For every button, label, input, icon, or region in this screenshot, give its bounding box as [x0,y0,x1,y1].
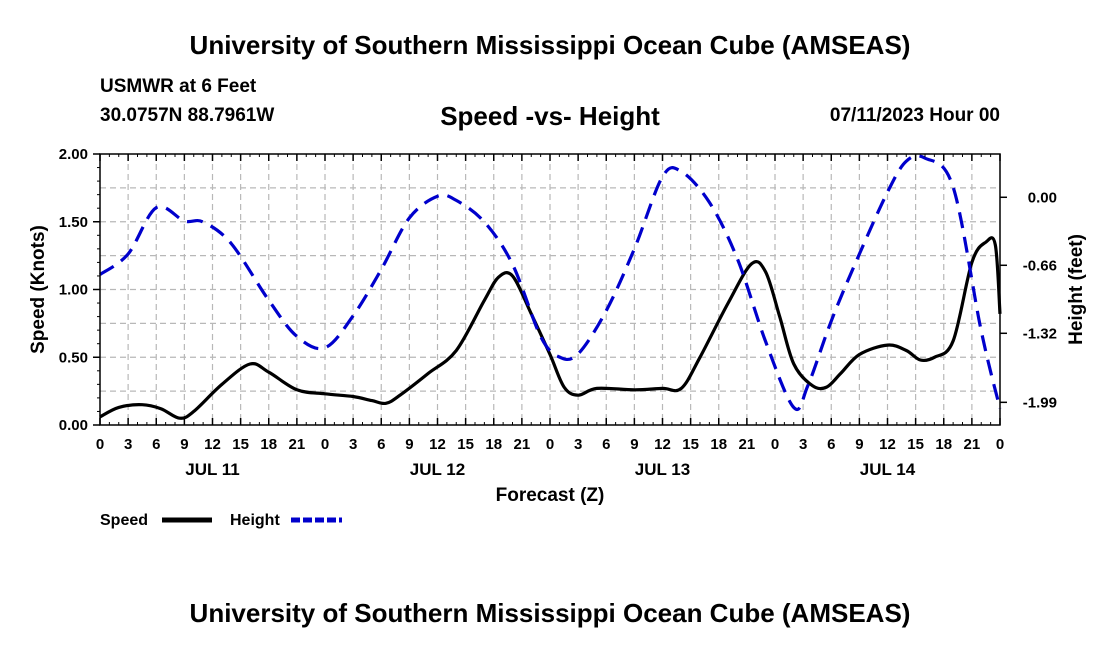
station-label: USMWR at 6 Feet [100,76,257,97]
y2-tick-label: -1.32 [1023,325,1057,342]
y2-tick-label: -0.66 [1023,257,1057,274]
x-tick-label: 21 [289,436,306,453]
speed-series-line [99,236,1002,420]
x-tick-label: 0 [321,436,329,453]
y-tick-label: 2.00 [59,146,88,163]
series-layer [99,154,1002,420]
axis-ticks [93,153,1007,426]
x-tick-label: 15 [682,436,699,453]
legend-height-label: Height [230,512,280,529]
x-tick-label: 9 [855,436,863,453]
y2-axis-title: Height (feet) [1066,234,1087,345]
y-tick-label: 0.50 [59,349,88,366]
x-tick-label: 9 [180,436,188,453]
x-tick-label: 3 [799,436,807,453]
x-tick-label: 6 [602,436,610,453]
x-tick-label: 9 [405,436,413,453]
station-coordinates: 30.0757N 88.7961W [100,105,275,126]
x-tick-label: 6 [152,436,160,453]
x-tick-label: 12 [654,436,671,453]
x-tick-label: 21 [514,436,531,453]
x-tick-label: 6 [827,436,835,453]
x-tick-label: 12 [879,436,896,453]
x-tick-label: 15 [457,436,474,453]
x-tick-label: 15 [232,436,249,453]
x-tick-label: 3 [574,436,582,453]
day-label: JUL 14 [860,460,916,479]
day-label: JUL 11 [185,460,240,479]
y-tick-label: 1.50 [59,214,88,231]
x-axis-title: Forecast (Z) [496,485,605,506]
x-tick-label: 3 [349,436,357,453]
x-tick-label: 6 [377,436,385,453]
legend: Speed Height [100,512,342,529]
x-tick-label: 18 [710,436,727,453]
x-tick-label: 21 [739,436,756,453]
x-tick-label: 0 [546,436,554,453]
y2-tick-label: 0.00 [1028,189,1057,206]
x-tick-label: 21 [964,436,981,453]
forecast-datetime: 07/11/2023 Hour 00 [829,105,1000,126]
x-tick-label: 18 [260,436,277,453]
y-tick-label: 1.00 [59,282,88,299]
x-tick-label: 0 [996,436,1004,453]
x-tick-label: 12 [204,436,221,453]
chart-subtitle: Speed -vs- Height [440,101,660,131]
x-tick-label: 18 [485,436,502,453]
x-tick-label: 3 [124,436,132,453]
y-axis-title: Speed (Knots) [28,225,49,354]
legend-speed-label: Speed [100,512,148,529]
x-tick-label: 18 [935,436,952,453]
y-tick-label: 0.00 [59,417,88,434]
x-tick-label: 12 [429,436,446,453]
x-tick-label: 9 [630,436,638,453]
grid [100,154,1000,425]
x-tick-label: 0 [771,436,779,453]
axis-labels: 0 3 6 9 12 15 18 21 0 3 6 9 12 15 18 21 0 3 6 9 12 15 18 21 0 3 6 9… [28,146,1087,506]
chart-title: University of Southern Mississippi Ocean… [189,30,911,60]
x-tick-label: 0 [96,436,104,453]
day-label: JUL 13 [635,460,690,479]
y2-tick-label: -1.99 [1023,394,1057,411]
day-label: JUL 12 [410,460,465,479]
footer-title: University of Southern Mississippi Ocean… [189,598,911,628]
x-tick-label: 15 [907,436,924,453]
